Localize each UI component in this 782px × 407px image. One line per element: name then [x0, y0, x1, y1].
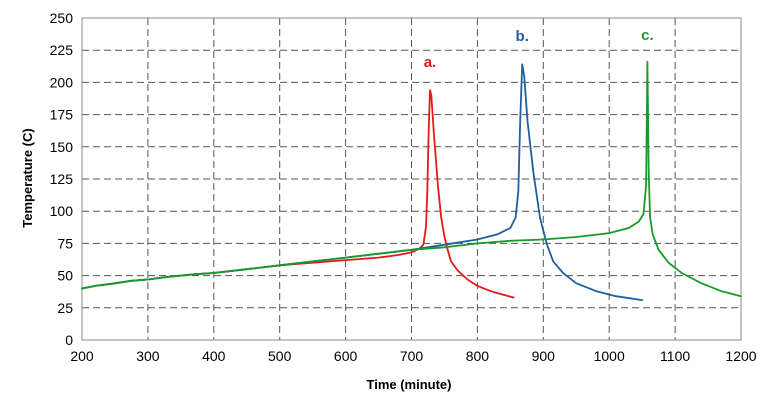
x-tick-label: 300 [136, 348, 160, 364]
series-line-2 [81, 63, 643, 302]
x-tick-label: 500 [268, 348, 292, 364]
y-tick-label: 175 [50, 107, 74, 123]
grid-lines [82, 17, 741, 340]
annotations: a. b. c. [424, 27, 654, 71]
axes: 0 25 50 75 100 125 150 175 200 225 250 200 300 400 500… [50, 10, 757, 364]
y-axis-title: Temperature (C) [20, 128, 35, 227]
x-tick-label: 700 [400, 348, 424, 364]
series-line-3 [81, 60, 742, 298]
x-tick-label: 900 [532, 348, 556, 364]
x-tick-label: 400 [202, 348, 226, 364]
x-tick-label: 1000 [594, 348, 625, 364]
x-axis-title: Time (minute) [367, 377, 452, 392]
y-tick-label: 50 [57, 268, 73, 284]
y-tick-label: 250 [50, 10, 74, 26]
y-tick-label: 25 [57, 300, 73, 316]
x-tick-label: 200 [70, 348, 94, 364]
y-tick-label: 0 [65, 332, 73, 348]
series-lines [81, 60, 742, 302]
y-tick-label: 150 [50, 139, 74, 155]
y-tick-label: 225 [50, 42, 74, 58]
x-tick-label: 600 [334, 348, 358, 364]
y-tick-label: 125 [50, 171, 74, 187]
x-tick-label: 1200 [725, 348, 756, 364]
series-annotation-1: a. [424, 54, 437, 71]
x-tick-label: 800 [466, 348, 490, 364]
y-tick-label: 200 [50, 74, 74, 90]
series-annotation-2: b. [516, 28, 529, 45]
series-annotation-3: c. [641, 27, 654, 44]
plot-frame [81, 17, 742, 341]
y-tick-label: 100 [50, 203, 74, 219]
axis-labels: Time (minute) Temperature (C) [20, 128, 452, 392]
x-tick-label: 1100 [660, 348, 690, 364]
y-tick-label: 75 [57, 235, 73, 251]
series-line-1 [81, 89, 515, 299]
